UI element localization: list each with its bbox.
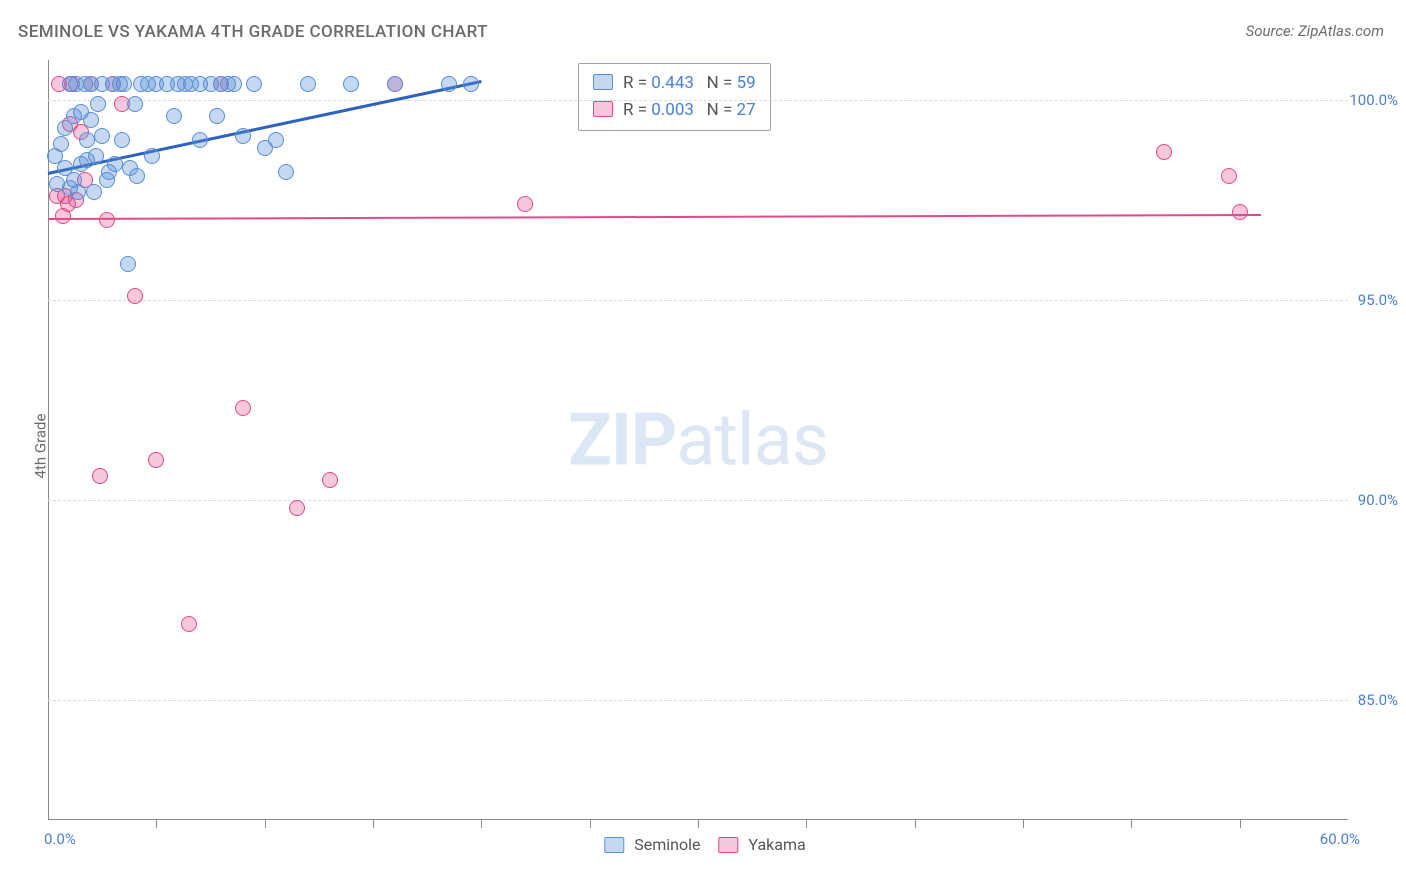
scatter-point (144, 148, 160, 164)
x-tick (806, 820, 807, 828)
x-tick (1240, 820, 1241, 828)
y-tick-label: 85.0% (1358, 691, 1398, 709)
x-tick (1023, 820, 1024, 828)
scatter-point (107, 156, 123, 172)
legend-stats-box: R = 0.443 N = 59R = 0.003 N = 27 (578, 63, 771, 131)
x-tick (265, 820, 266, 828)
scatter-point (129, 168, 145, 184)
legend-label-yakama: Yakama (748, 835, 805, 854)
scatter-point (322, 472, 338, 488)
scatter-point (83, 112, 99, 128)
x-tick (1131, 820, 1132, 828)
scatter-point (88, 148, 104, 164)
chart-title: SEMINOLE VS YAKAMA 4TH GRADE CORRELATION… (18, 22, 488, 42)
scatter-point (114, 132, 130, 148)
scatter-point (246, 76, 262, 92)
scatter-point (166, 108, 182, 124)
legend-row: R = 0.003 N = 27 (593, 97, 756, 124)
legend-row: R = 0.443 N = 59 (593, 70, 756, 97)
scatter-point (127, 288, 143, 304)
gridline (48, 300, 1348, 301)
x-tick (698, 820, 699, 828)
scatter-point (1232, 204, 1248, 220)
y-tick-label: 100.0% (1349, 91, 1398, 109)
x-tick (156, 820, 157, 828)
watermark-zip: ZIP (568, 398, 676, 483)
scatter-point (192, 132, 208, 148)
scatter-point (99, 212, 115, 228)
scatter-point (300, 76, 316, 92)
y-tick-label: 95.0% (1358, 291, 1398, 309)
scatter-point (70, 184, 86, 200)
x-tick (481, 820, 482, 828)
gridline (48, 700, 1348, 701)
scatter-point (235, 400, 251, 416)
scatter-point (116, 76, 132, 92)
scatter-point (517, 196, 533, 212)
x-tick (590, 820, 591, 828)
scatter-point (1156, 144, 1172, 160)
legend-swatch-yakama (718, 837, 738, 853)
watermark: ZIPatlas (568, 398, 828, 483)
scatter-point (226, 76, 242, 92)
source-label: Source: ZipAtlas.com (1246, 22, 1384, 40)
scatter-point (94, 128, 110, 144)
scatter-point (86, 184, 102, 200)
scatter-point (268, 132, 284, 148)
legend-label-seminole: Seminole (634, 835, 700, 854)
scatter-point (1221, 168, 1237, 184)
scatter-point (53, 136, 69, 152)
correlation-scatter-plot: ZIPatlas R = 0.443 N = 59R = 0.003 N = 2… (48, 60, 1348, 820)
scatter-point (79, 132, 95, 148)
y-tick-label: 90.0% (1358, 491, 1398, 509)
scatter-point (90, 96, 106, 112)
x-min-label: 0.0% (44, 830, 76, 848)
legend-series: Seminole Yakama (590, 835, 805, 854)
gridline (48, 100, 1348, 101)
gridline (48, 500, 1348, 501)
legend-swatch-seminole (604, 837, 624, 853)
scatter-point (463, 76, 479, 92)
scatter-point (148, 452, 164, 468)
scatter-point (387, 76, 403, 92)
y-axis-label: 4th Grade (31, 414, 49, 479)
scatter-point (441, 76, 457, 92)
trend-line (48, 214, 1261, 220)
scatter-point (278, 164, 294, 180)
scatter-point (127, 96, 143, 112)
scatter-point (235, 128, 251, 144)
scatter-point (343, 76, 359, 92)
watermark-atlas: atlas (676, 398, 828, 483)
x-tick (373, 820, 374, 828)
x-tick (915, 820, 916, 828)
x-max-label: 60.0% (1320, 830, 1360, 848)
scatter-point (120, 256, 136, 272)
scatter-point (289, 500, 305, 516)
scatter-point (209, 108, 225, 124)
scatter-point (181, 616, 197, 632)
scatter-point (92, 468, 108, 484)
